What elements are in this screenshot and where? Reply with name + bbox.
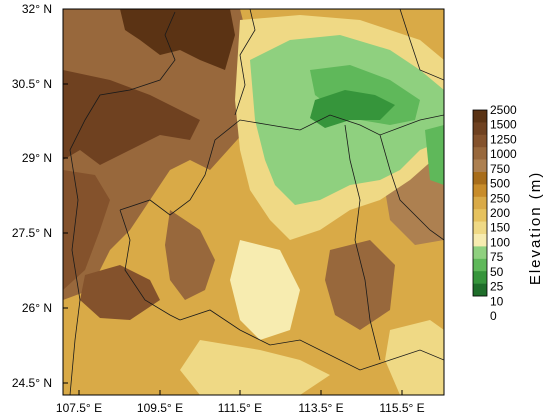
colorbar-level-label: 2500 xyxy=(490,103,517,117)
region-dongting-lake xyxy=(310,90,395,128)
colorbar-level-label: 150 xyxy=(490,221,510,235)
region-south-mountains xyxy=(165,210,215,300)
colorbar-segment xyxy=(473,184,487,198)
colorbar-segment xyxy=(473,283,487,297)
lat-tick-label: 27.5° N xyxy=(12,226,52,240)
colorbar-level-label: 75 xyxy=(490,250,504,264)
region-east-green xyxy=(425,125,444,185)
axis-ticks: 107.5° E 109.5° E 111.5° E 113.5° E 115.5° E… xyxy=(12,2,425,415)
region-southeast-mountains xyxy=(325,240,395,330)
colorbar-segment xyxy=(473,196,487,210)
region-west-high xyxy=(63,170,110,290)
lon-tick-label: 113.5° E xyxy=(298,401,343,415)
colorbar-segment xyxy=(473,209,487,222)
region-southeast-plain xyxy=(385,320,444,395)
lon-tick-label: 111.5° E xyxy=(218,401,262,415)
colorbar-segment xyxy=(473,134,487,148)
lat-tick-label: 24.5° N xyxy=(12,376,52,390)
colorbar-title: Elevation (m) xyxy=(527,171,544,285)
colorbar-segment xyxy=(473,172,487,185)
colorbar-level-label: 1250 xyxy=(490,132,517,146)
region-southwest-ridge xyxy=(80,265,160,320)
colorbar-segment xyxy=(473,110,487,123)
lon-tick-label: 115.5° E xyxy=(379,401,424,415)
colorbar-level-label: 25 xyxy=(490,280,504,294)
colorbar-level-label: 1000 xyxy=(490,147,517,161)
colorbar-segment xyxy=(473,147,487,160)
colorbar-segment xyxy=(473,221,487,235)
elevation-map xyxy=(63,9,444,395)
map-frame xyxy=(62,8,445,396)
colorbar-segment xyxy=(473,246,487,260)
colorbar-level-label: 750 xyxy=(490,162,510,176)
colorbar-level-label: 200 xyxy=(490,206,510,220)
colorbar-segment xyxy=(473,258,487,272)
colorbar-segment xyxy=(473,122,487,136)
lat-tick-label: 30.5° N xyxy=(12,77,52,91)
lat-tick-label: 26° N xyxy=(22,301,52,315)
region-north-peaks xyxy=(120,9,235,70)
colorbar-frame xyxy=(472,109,488,297)
lat-tick-label: 29° N xyxy=(22,151,52,165)
colorbar-level-label: 1500 xyxy=(490,118,517,132)
colorbar-segment xyxy=(473,159,487,173)
colorbar: 2500150012501000750500250200150100755025… xyxy=(472,103,517,323)
region-south-plain xyxy=(230,240,300,340)
colorbar-segment xyxy=(473,271,487,284)
region-south-valley xyxy=(180,340,330,395)
lon-tick-label: 107.5° E xyxy=(56,401,102,415)
colorbar-level-label: 0 xyxy=(490,309,497,323)
colorbar-level-label: 500 xyxy=(490,177,510,191)
colorbar-level-label: 100 xyxy=(490,235,510,249)
region-north-ridge xyxy=(63,70,200,165)
boundary-lines xyxy=(69,9,444,395)
colorbar-level-label: 10 xyxy=(490,294,504,308)
colorbar-level-label: 50 xyxy=(490,265,504,279)
lat-tick-label: 32° N xyxy=(22,2,52,16)
lon-tick-label: 109.5° E xyxy=(137,401,183,415)
colorbar-level-label: 250 xyxy=(490,191,510,205)
colorbar-segment xyxy=(473,234,487,247)
